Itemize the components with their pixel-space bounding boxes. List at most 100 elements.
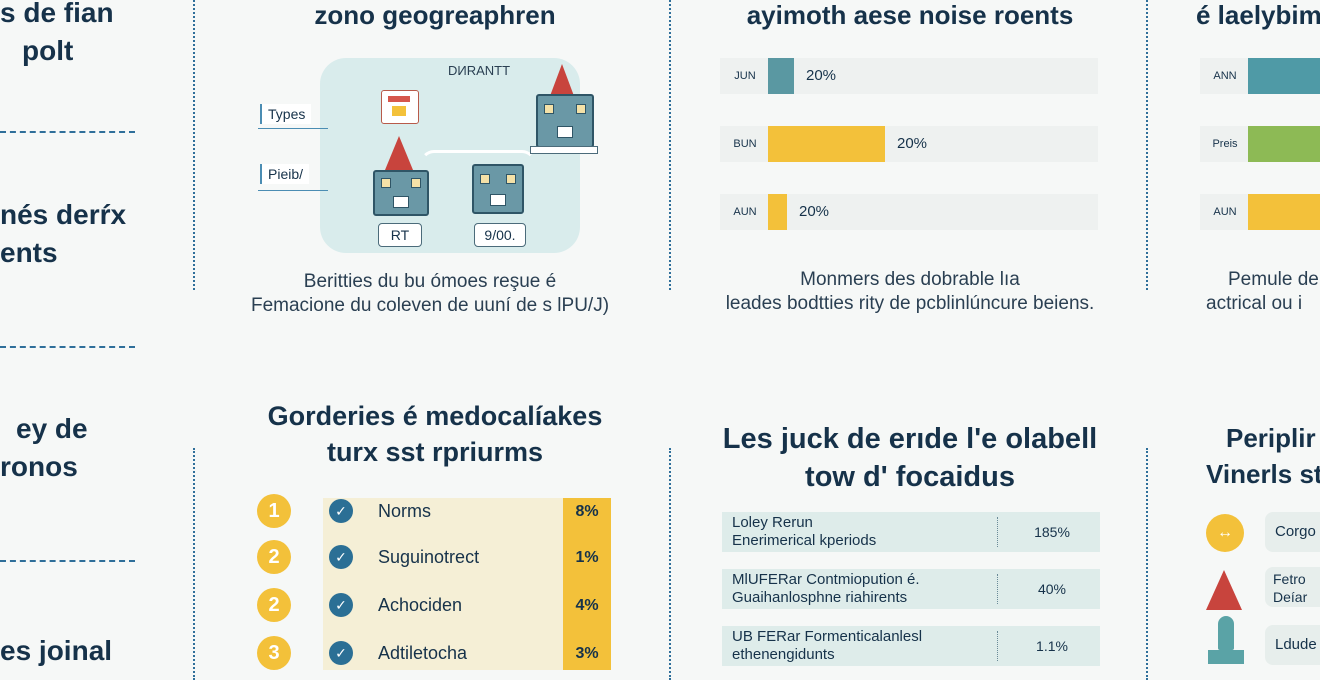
bars-panel-title: ayimoth aese noise roents bbox=[746, 0, 1074, 30]
list-item-text: Adtiletocha bbox=[378, 643, 468, 663]
divider-horizontal-3 bbox=[0, 560, 135, 562]
right-bottom-title: Periplir Vinerls st bbox=[1206, 423, 1320, 489]
tag-connector-1 bbox=[258, 128, 328, 129]
divider-vertical-2 bbox=[669, 0, 671, 290]
bar-label: AUN bbox=[1213, 206, 1237, 218]
roof-icon bbox=[550, 64, 574, 96]
left-heading-3: ey de ronos bbox=[0, 413, 88, 482]
right-bars-title: é laelybim bbox=[1196, 0, 1320, 30]
table-row-separator bbox=[997, 574, 998, 604]
divider-horizontal-1 bbox=[0, 131, 135, 133]
warning-triangle-icon bbox=[1206, 570, 1242, 610]
table-row-line2: ethenengidunts bbox=[732, 646, 835, 663]
building-icon bbox=[536, 94, 594, 148]
map-label: DИRANTT bbox=[448, 63, 511, 78]
table-row: MlUFERar Contmiopution é. Guaihanlosphne … bbox=[722, 569, 1100, 609]
check-icon: ✓ bbox=[329, 545, 353, 569]
bar-row-2: AUN 20% bbox=[720, 194, 1098, 230]
divider-vertical-6 bbox=[1146, 448, 1148, 680]
list-panel-title: Gorderies é medocalíakes turx sst rpriur… bbox=[267, 401, 603, 467]
left-heading-4: es joinal bbox=[0, 635, 113, 666]
list-item-value: 4% bbox=[575, 597, 599, 614]
bar-fill bbox=[768, 126, 885, 162]
list-item-text: Suguinotrect bbox=[378, 547, 480, 567]
roof-icon bbox=[385, 136, 413, 170]
right-bar-row-1: Preis bbox=[1200, 126, 1320, 162]
table-row-value: 40% bbox=[1037, 581, 1067, 597]
map-panel-title: zono geogreaphren bbox=[314, 0, 556, 30]
list-value-column bbox=[563, 498, 611, 670]
bar-label: BUN bbox=[733, 138, 757, 150]
map-caption: Beritties du bu ómoes reşue é Femacione … bbox=[250, 271, 610, 316]
table-row-label: Loley Rerun Enerimerical kperiods bbox=[732, 514, 876, 550]
right-item-2: Fetro Deíar bbox=[1265, 567, 1320, 607]
left-heading-1: s de fian polt bbox=[0, 0, 114, 66]
bar-row-0: JUN 20% bbox=[720, 58, 1098, 94]
bar-value-label: 20% bbox=[799, 203, 830, 220]
divider-horizontal-2 bbox=[0, 346, 135, 348]
right-bar-row-0: ANN bbox=[1200, 58, 1320, 94]
list-item-value: 1% bbox=[575, 549, 599, 566]
list-item-text: Norms bbox=[378, 501, 431, 521]
list-item-text: Achociden bbox=[378, 595, 463, 615]
table-row-separator bbox=[997, 517, 998, 547]
divider-vertical-1 bbox=[193, 0, 195, 290]
map-path bbox=[420, 150, 536, 186]
divider-vertical-5 bbox=[669, 448, 671, 680]
right-bars-caption: Pemule de actrical ou i bbox=[1206, 269, 1319, 314]
list-number-badge: 2 bbox=[257, 540, 291, 574]
bar-value-label: 20% bbox=[897, 135, 928, 152]
bar-label: Preis bbox=[1212, 138, 1238, 150]
bar-label: ANN bbox=[1213, 70, 1237, 82]
table-row-line1: UB FERar Formenticalanlesl bbox=[732, 628, 923, 645]
check-icon: ✓ bbox=[329, 641, 353, 665]
building-icon bbox=[373, 170, 429, 216]
store-icon bbox=[381, 90, 419, 124]
divider-vertical-3 bbox=[1146, 0, 1148, 290]
bar-row-1: BUN 20% bbox=[720, 126, 1098, 162]
table-row-label: UB FERar Formenticalanlesl ethenengidunts bbox=[732, 628, 922, 664]
tag-connector-2 bbox=[258, 190, 328, 191]
bar-value-label: 20% bbox=[806, 67, 837, 84]
table-row: Loley Rerun Enerimerical kperiods 185% bbox=[722, 512, 1100, 552]
right-item-1: Corgo bbox=[1265, 512, 1320, 552]
bar-label: AUN bbox=[733, 206, 757, 218]
table-row-value: 1.1% bbox=[1036, 638, 1068, 654]
table-row-line1: Loley Rerun bbox=[732, 514, 813, 531]
check-icon: ✓ bbox=[329, 593, 353, 617]
left-heading-2: nés derŕx ents bbox=[0, 199, 127, 268]
table-row-line2: Guaihanlosphne riahirents bbox=[732, 589, 908, 606]
bar-fill bbox=[1248, 194, 1320, 230]
right-bar-row-2: AUN bbox=[1200, 194, 1320, 230]
table-row: UB FERar Formenticalanlesl ethenengidunts… bbox=[722, 626, 1100, 666]
list-number-badge: 1 bbox=[257, 494, 291, 528]
bar-label: JUN bbox=[734, 70, 756, 82]
table-row-label: MlUFERar Contmiopution é. Guaihanlosphne … bbox=[732, 571, 920, 607]
bar-fill bbox=[1248, 126, 1320, 162]
divider-vertical-4 bbox=[193, 448, 195, 680]
table-row-line2: Enerimerical kperiods bbox=[732, 532, 877, 549]
list-number-badge: 2 bbox=[257, 588, 291, 622]
map-tag-types: Types bbox=[260, 104, 312, 124]
list-item-value: 3% bbox=[575, 645, 599, 662]
right-item-3: Ldude bbox=[1265, 625, 1320, 665]
map-tag-pieib: Pieib/ bbox=[260, 164, 310, 184]
building-icon bbox=[472, 164, 524, 214]
castle-icon bbox=[1208, 616, 1244, 664]
table-row-separator bbox=[997, 631, 998, 661]
table-row-value: 185% bbox=[1034, 524, 1070, 540]
table-panel-title: Les juck de erıde l'e olabell tow d' foc… bbox=[722, 423, 1098, 493]
map-area bbox=[320, 58, 580, 253]
map-box-900: 9/00. bbox=[474, 223, 526, 247]
bar-fill bbox=[1248, 58, 1320, 94]
building-base bbox=[530, 146, 598, 154]
bars-caption: Monmers des dobrable lıa leades bodtties… bbox=[725, 269, 1095, 314]
check-icon: ✓ bbox=[329, 499, 353, 523]
map-box-rt: RT bbox=[378, 223, 422, 247]
table-row-line1: MlUFERar Contmiopution é. bbox=[732, 571, 920, 588]
bar-fill bbox=[768, 58, 794, 94]
ok-icon: ↔ bbox=[1206, 514, 1244, 552]
bar-fill bbox=[768, 194, 787, 230]
list-number-badge: 3 bbox=[257, 636, 291, 670]
list-item-value: 8% bbox=[575, 503, 599, 520]
